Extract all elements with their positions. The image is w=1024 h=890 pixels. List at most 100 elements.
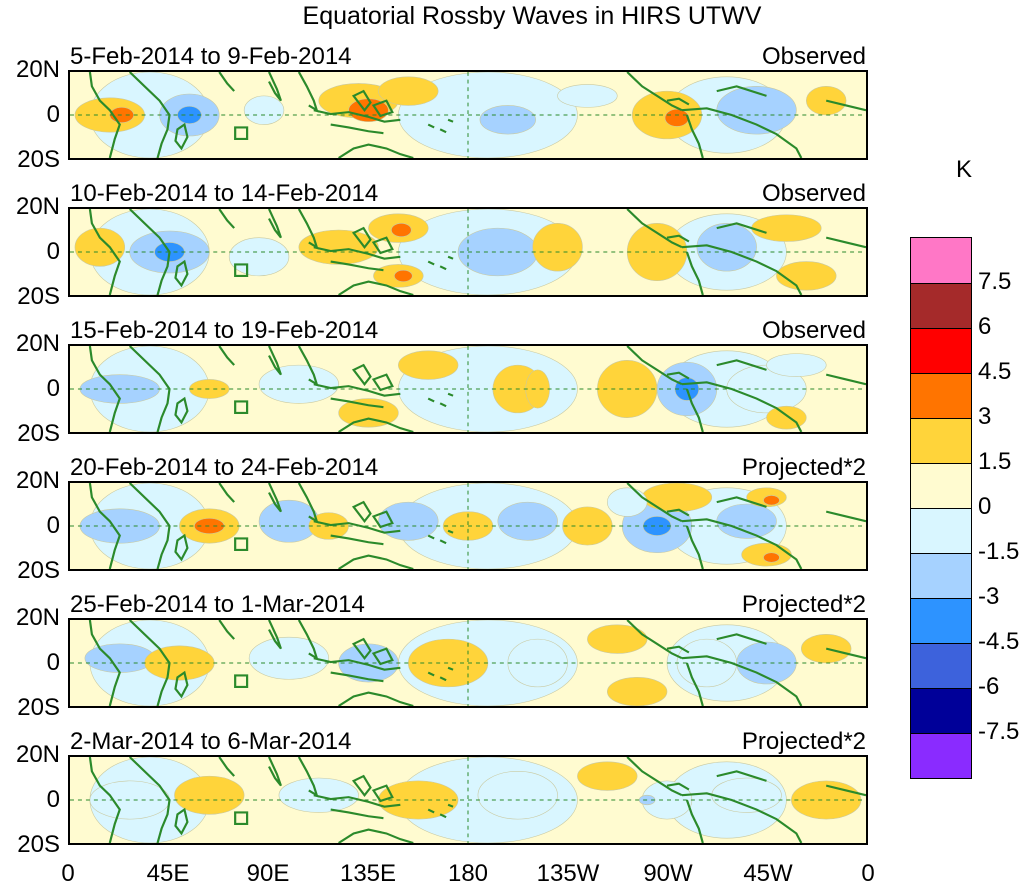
panel-status-label: Projected*2: [741, 591, 866, 618]
positive-anomaly-contour: [763, 495, 780, 506]
coastline: [338, 828, 414, 843]
coastline: [685, 662, 704, 706]
panel-date-label: 10-Feb-2014 to 14-Feb-2014: [70, 180, 379, 207]
latitude-label: 20S: [17, 420, 60, 447]
coastline: [267, 209, 282, 239]
latitude-label: 20N: [15, 330, 60, 357]
coastline: [371, 236, 394, 255]
coastline: [685, 525, 704, 569]
colorbar-swatch: [911, 553, 971, 598]
colorbar-swatch: [911, 373, 971, 418]
positive-anomaly-contour: [338, 398, 399, 428]
coastline: [174, 670, 189, 699]
coastline: [825, 784, 866, 797]
coastline: [297, 346, 319, 387]
map-panel: [68, 755, 868, 845]
coastline: [234, 537, 249, 551]
panel-date-label: 5-Feb-2014 to 9-Feb-2014: [70, 43, 352, 70]
coastline: [685, 799, 704, 843]
coastline: [626, 620, 683, 660]
longitude-label: 135E: [339, 860, 397, 887]
coastline: [439, 402, 447, 408]
positive-anomaly-contour: [378, 780, 459, 820]
coastline: [447, 529, 454, 534]
coastline: [88, 209, 121, 295]
coastline: [626, 72, 683, 112]
anomaly-map: [70, 620, 866, 706]
coastline: [825, 236, 866, 249]
positive-anomaly-contour: [766, 405, 807, 430]
colorbar-tick-label: 4.5: [978, 358, 1012, 385]
coastline: [825, 373, 866, 386]
negative-anomaly-contour: [243, 95, 285, 125]
panel-date-label: 15-Feb-2014 to 19-Feb-2014: [70, 317, 379, 344]
negative-anomaly-contour: [607, 487, 648, 517]
coastline: [330, 534, 384, 546]
map-panel: [68, 344, 868, 434]
latitude-label: 20S: [17, 146, 60, 173]
colorbar-swatch: [911, 508, 971, 553]
positive-anomaly-contour: [587, 624, 648, 654]
coastline: [218, 209, 235, 229]
positive-anomaly-contour: [776, 261, 837, 291]
latitude-label: 20S: [17, 557, 60, 584]
coastline: [666, 645, 690, 654]
map-panel: [68, 481, 868, 571]
coastline: [681, 792, 803, 843]
colorbar-tick-label: 6: [978, 313, 992, 340]
colorbar-swatch: [911, 598, 971, 643]
coastline: [234, 400, 249, 414]
map-panel: [68, 207, 868, 297]
coastline: [297, 757, 319, 798]
coastline: [174, 259, 189, 288]
coastline: [716, 85, 767, 97]
anomaly-map: [70, 757, 866, 843]
positive-anomaly-contour: [298, 229, 379, 265]
negative-anomaly-contour: [696, 223, 757, 272]
coastline: [338, 691, 414, 706]
coastline: [427, 397, 435, 403]
colorbar-unit-label: K: [956, 156, 973, 183]
coastline: [825, 510, 866, 523]
coastline: [626, 209, 683, 249]
positive-anomaly-contour: [751, 214, 822, 242]
negative-anomaly-contour: [278, 777, 359, 813]
negative-anomaly-contour: [479, 105, 536, 135]
coastline: [218, 72, 235, 92]
longitude-label: 90E: [246, 860, 290, 887]
latitude-label: 20N: [15, 56, 60, 83]
colorbar-swatch: [911, 418, 971, 463]
coastline: [427, 123, 435, 129]
positive-anomaly-contour: [174, 775, 245, 815]
coastline: [267, 483, 282, 513]
coastline: [313, 383, 401, 397]
positive-anomaly-contour: [378, 76, 439, 106]
negative-anomaly-contour: [497, 501, 558, 541]
colorbar-tick-label: -6: [978, 673, 1000, 700]
coastline: [371, 784, 394, 803]
panel-date-label: 20-Feb-2014 to 24-Feb-2014: [70, 454, 379, 481]
negative-anomaly-contour: [228, 237, 290, 277]
colorbar-swatch: [911, 733, 971, 778]
coastline: [825, 647, 866, 660]
coastline: [626, 757, 683, 797]
coastline: [427, 671, 435, 677]
coastline: [313, 794, 401, 808]
coastline: [88, 620, 121, 706]
coastline: [267, 346, 282, 376]
coastline: [666, 782, 690, 791]
coastline: [447, 392, 454, 397]
coastline: [681, 107, 803, 158]
panel-status-label: Observed: [761, 317, 866, 344]
coastline: [439, 265, 447, 271]
anomaly-map: [70, 483, 866, 569]
coastline: [297, 209, 319, 250]
negative-anomaly-contour: [258, 364, 339, 404]
coastline: [626, 346, 683, 386]
coastline: [427, 534, 435, 540]
coastline: [716, 633, 767, 645]
coastline: [297, 72, 319, 113]
colorbar-swatch: [911, 643, 971, 688]
colorbar: [910, 237, 972, 779]
coastline: [681, 381, 803, 432]
